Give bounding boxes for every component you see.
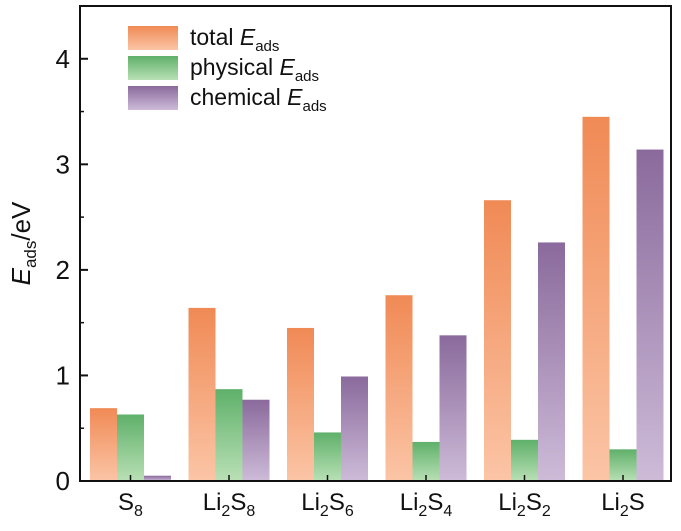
x-tick-label: Li2​S6​ bbox=[301, 489, 354, 520]
legend-swatch-physical bbox=[128, 56, 178, 80]
x-tick-label: Li2​S4​ bbox=[400, 489, 453, 520]
bar-physical-li2s8 bbox=[215, 389, 243, 481]
y-tick-label: 4 bbox=[56, 44, 70, 74]
bar-chemical-li2s6 bbox=[341, 376, 368, 481]
bar-total-s bbox=[90, 408, 117, 481]
bar-total-li2s8 bbox=[188, 307, 216, 481]
bar-physical-li2s6 bbox=[314, 432, 341, 481]
y-axis: 0 1 2 3 4 bbox=[56, 44, 88, 496]
bar-chemical-li2s bbox=[636, 149, 664, 482]
legend-label-total: total Eads bbox=[190, 24, 279, 55]
bar-total-li2s bbox=[582, 116, 610, 481]
x-axis: S8​ Li2​S8​ Li2​S6​ Li2​S4​ Li2​S2​ Li2​S bbox=[118, 475, 645, 520]
y-tick-label: 3 bbox=[56, 149, 70, 179]
legend-swatch-total bbox=[128, 26, 178, 50]
y-tick-label: 2 bbox=[56, 255, 70, 285]
bar-total-li2s4 bbox=[385, 295, 413, 481]
x-tick-label: Li2​S bbox=[601, 489, 645, 520]
bar-physical-li2s4 bbox=[412, 441, 440, 481]
bar-total-li2s6 bbox=[287, 327, 314, 481]
bar-chemical-li2s2 bbox=[538, 242, 565, 481]
bar-chemical-s bbox=[144, 475, 171, 481]
x-tick-label: Li2​S8​ bbox=[203, 489, 256, 520]
bars-layer bbox=[90, 116, 664, 482]
x-tick-label: Li2​S2​ bbox=[498, 489, 551, 520]
bar-chemical-li2s4 bbox=[439, 335, 467, 481]
bar-total-li2s2 bbox=[484, 200, 511, 481]
y-tick-label: 0 bbox=[56, 466, 70, 496]
y-axis-label: Eads/eV bbox=[6, 201, 40, 285]
x-tick-label: S8​ bbox=[118, 489, 143, 520]
plot-frame bbox=[79, 5, 672, 482]
legend-label-physical: physical Eads bbox=[190, 54, 319, 85]
legend-swatch-chemical bbox=[128, 86, 178, 110]
bar-physical-s bbox=[117, 414, 144, 481]
y-tick-label: 1 bbox=[56, 360, 70, 390]
bar-physical-li2s2 bbox=[511, 439, 538, 481]
legend-label-chemical: chemical Eads bbox=[190, 84, 327, 115]
bar-chemical-li2s8 bbox=[242, 399, 270, 481]
